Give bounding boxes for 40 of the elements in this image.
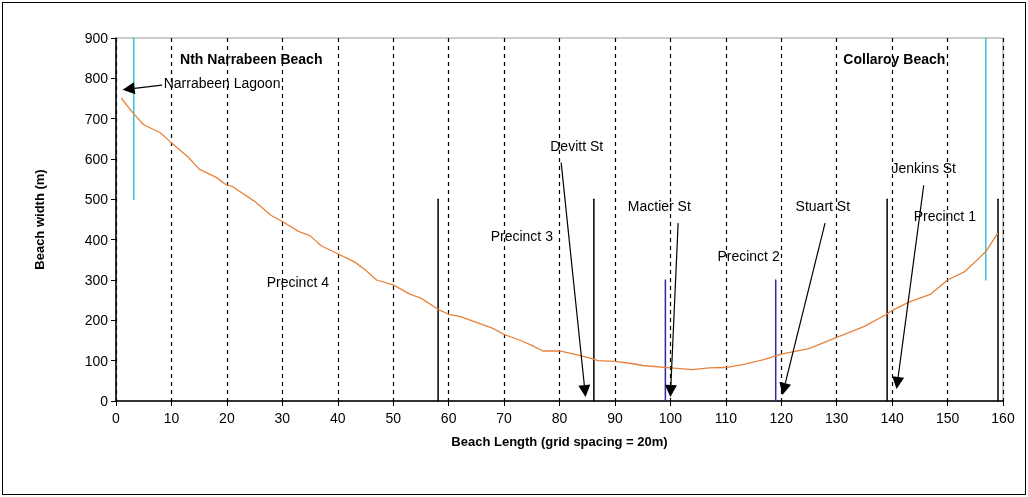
x-tick-label: 150	[935, 410, 960, 426]
x-tick-label: 40	[329, 410, 346, 426]
annotation: Jenkins St	[891, 160, 957, 177]
x-tick-label: 60	[440, 410, 457, 426]
y-tick-label: 0	[100, 393, 109, 409]
x-tick-label: 140	[880, 410, 905, 426]
annotation: Narrabeen Lagoon	[163, 74, 281, 91]
x-tick-label: 10	[163, 410, 180, 426]
annotation: Devitt St	[550, 138, 604, 155]
x-tick-label: 120	[769, 410, 794, 426]
x-tick-label: 100	[658, 410, 683, 426]
annotation: Mactier St	[627, 197, 691, 214]
x-tick-label: 90	[607, 410, 623, 426]
x-tick-label: 0	[112, 410, 121, 426]
y-tick-label: 300	[84, 272, 109, 288]
x-tick-label: 50	[385, 410, 402, 426]
x-axis-title: Beach Length (grid spacing = 20m)	[451, 434, 668, 449]
y-tick-label: 400	[84, 231, 109, 248]
annotation: Precinct 4	[266, 273, 330, 290]
annotation: Precinct 2	[717, 247, 780, 264]
annotation: Precinct 3	[490, 228, 554, 245]
x-tick-label: 160	[991, 410, 1015, 426]
y-tick-label: 700	[84, 110, 109, 127]
y-tick-label: 800	[84, 70, 109, 87]
x-tick-label: 20	[219, 410, 235, 426]
annotation: Stuart St	[795, 197, 851, 214]
x-tick-label: 30	[274, 410, 291, 426]
line-series	[120, 97, 999, 371]
annotation: Nth Narrabeen Beach	[180, 50, 323, 67]
x-tick-label: 110	[714, 410, 738, 426]
y-tick-label: 100	[84, 352, 109, 369]
x-tick-label: 70	[496, 410, 513, 426]
y-tick-label: 500	[84, 191, 109, 208]
annotation: Collaroy Beach	[843, 50, 946, 67]
x-tick-label: 80	[551, 410, 568, 426]
x-tick-label: 130	[825, 410, 849, 426]
y-tick-label: 600	[84, 151, 109, 167]
y-tick-label: 200	[84, 312, 109, 329]
y-tick-label: 900	[84, 30, 109, 46]
y-axis-title: Beach width (m)	[32, 169, 47, 270]
